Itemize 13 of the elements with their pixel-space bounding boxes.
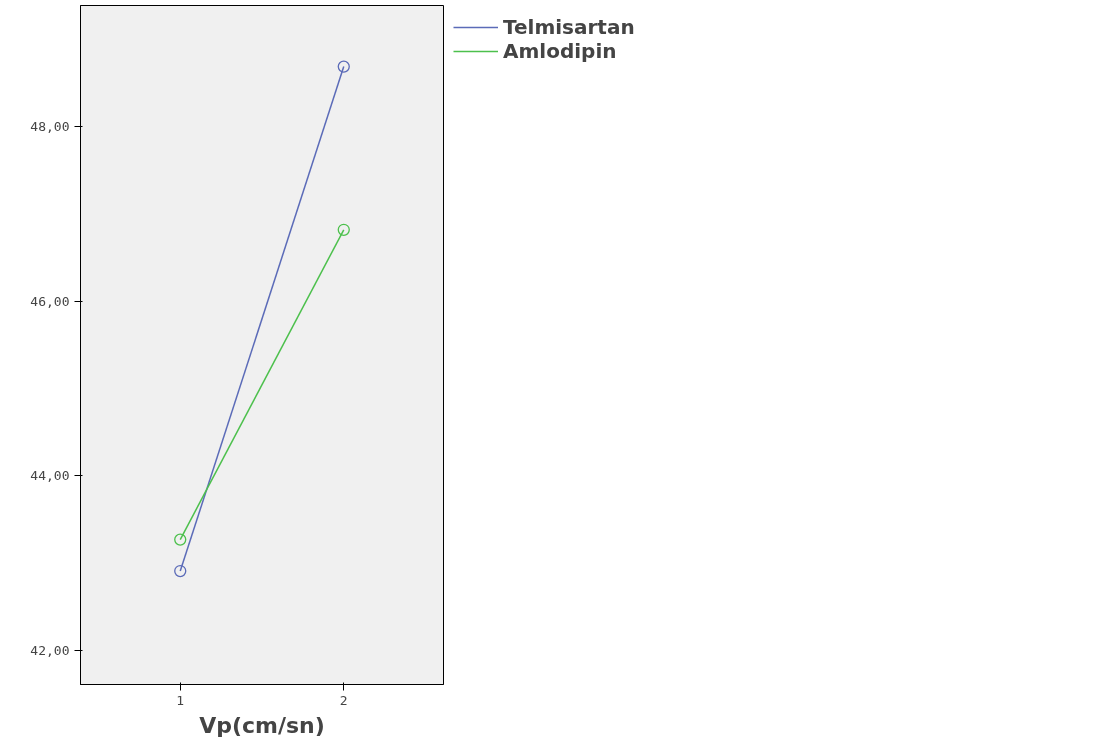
y-tick-label: 44,00 xyxy=(30,468,70,484)
point xyxy=(337,60,350,73)
y-tick-label: 42,00 xyxy=(30,642,70,658)
point xyxy=(337,223,350,236)
y-tick-label: 46,00 xyxy=(30,293,70,309)
legend-label: Amlodipin xyxy=(503,39,617,63)
point xyxy=(174,564,187,578)
y-tick-label: 48,00 xyxy=(30,119,70,135)
x-axis-title: Vp(cm/sn) xyxy=(199,712,325,738)
x-tick-label: 2 xyxy=(339,692,348,708)
legend-label: Telmisartan xyxy=(503,15,635,39)
x-tick-label: 1 xyxy=(176,692,185,708)
point xyxy=(174,533,187,546)
